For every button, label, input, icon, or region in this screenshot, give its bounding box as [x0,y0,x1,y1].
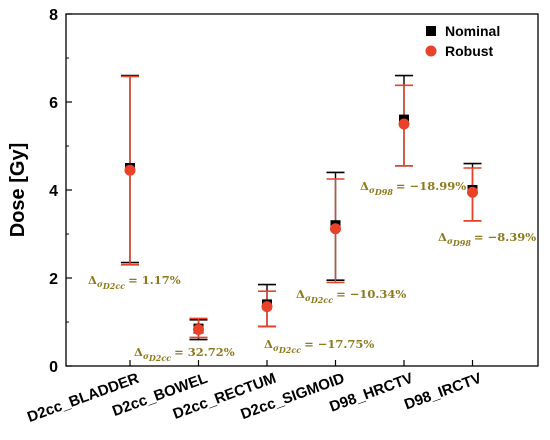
y-axis-ticks: 0 2 4 6 8 [49,7,72,376]
y-axis-title: Dose [Gy] [7,143,29,237]
robust-point [398,118,410,130]
delta-annotation: ΔσD2cc = −17.75% [264,337,374,355]
robust-point [261,301,273,313]
y-tick-label: 4 [49,183,58,200]
annotation-subscript: D2cc [148,353,171,363]
annotation-subscript: D2cc [102,281,125,291]
robust-point [330,223,341,235]
annotation-value: = −18.99% [396,179,466,193]
delta-symbol: Δ [134,345,143,359]
legend-robust-label: Robust [445,43,494,59]
x-axis-categories: D2cc_BLADDERD2cc_BOWELD2cc_RECTUMD2cc_SI… [25,360,484,426]
y-tick-label: 2 [49,271,58,288]
y-tick-label: 8 [49,7,58,24]
annotation-value: = 32.72% [174,345,235,359]
annotation-value: = −8.39% [474,230,536,244]
sigma-symbol: σ [273,343,279,353]
delta-symbol: Δ [438,230,447,244]
delta-symbol: Δ [88,273,97,287]
x-category-label: D98_IRCTV [402,370,484,414]
y-tick-label: 6 [49,95,58,112]
annotation-value: = 1.17% [128,273,181,287]
data-markers [124,114,478,335]
delta-annotation: ΔσD2cc = 1.17% [88,273,181,291]
delta-symbol: Δ [264,337,273,351]
annotation-subscript: D98 [452,238,472,248]
robust-point [193,323,204,335]
annotation-subscript: D2cc [310,295,333,305]
delta-symbol: Δ [296,287,305,301]
plot-axes [65,13,539,367]
delta-annotation: ΔσD2cc = 32.72% [134,345,235,363]
legend-nominal-label: Nominal [445,23,500,39]
legend-robust-marker [425,45,437,57]
annotation-subscript: D98 [374,187,394,197]
plot-frame [65,13,539,367]
sigma-symbol: σ [447,236,453,246]
x-category-label: D2cc_BLADDER [25,370,141,426]
delta-annotation: ΔσD2cc = −10.34% [296,287,406,305]
annotation-value: = −17.75% [304,337,374,351]
legend: Nominal Robust [425,23,500,59]
sigma-symbol: σ [97,279,103,289]
robust-point [467,186,478,198]
delta-annotations: ΔσD2cc = 1.17%ΔσD2cc = 32.72%ΔσD2cc = −17.7… [88,179,536,363]
robust-point [124,164,136,176]
delta-annotation: ΔσD98 = −18.99% [360,179,466,197]
legend-nominal-marker [426,26,436,36]
delta-symbol: Δ [360,179,369,193]
annotation-value: = −10.34% [336,287,406,301]
sigma-symbol: σ [305,293,311,303]
y-tick-label: 0 [49,359,58,376]
sigma-symbol: σ [143,351,149,361]
delta-annotation: ΔσD98 = −8.39% [438,230,536,248]
sigma-symbol: σ [369,185,375,195]
annotation-subscript: D2cc [278,345,301,355]
